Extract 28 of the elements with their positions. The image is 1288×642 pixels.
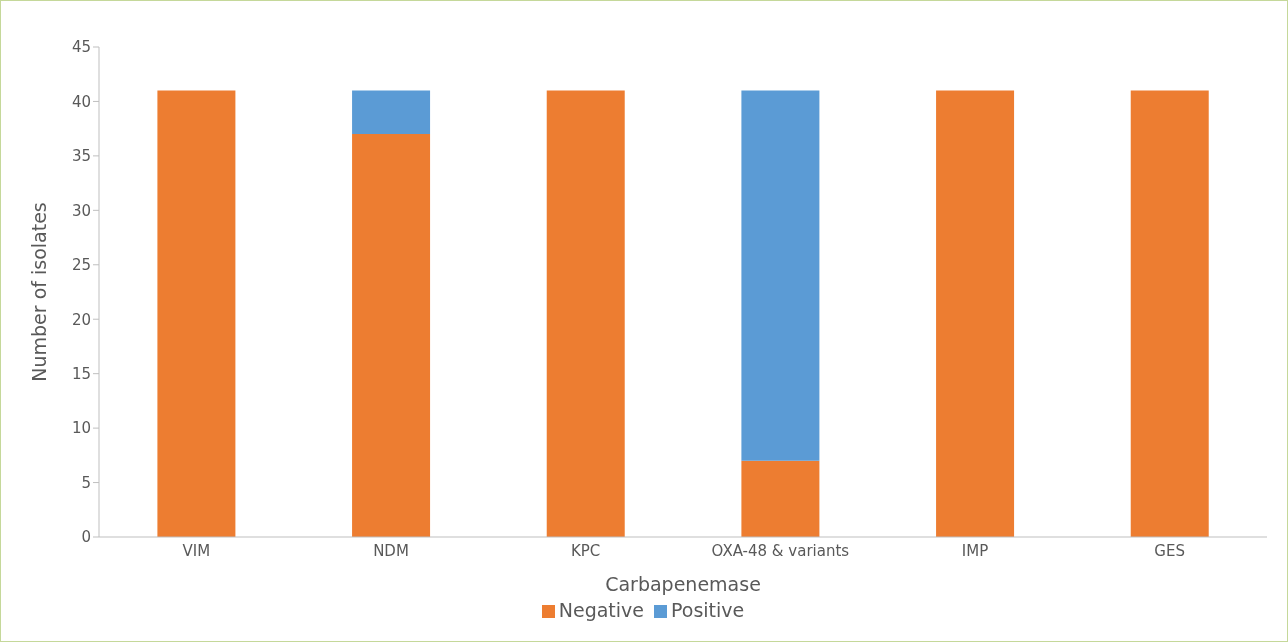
y-tick-label: 25 — [71, 256, 91, 275]
bar — [352, 134, 431, 537]
bar — [741, 90, 820, 461]
y-tick-label: 30 — [71, 201, 91, 220]
bar — [1130, 90, 1209, 537]
bar — [546, 90, 625, 537]
x-axis-title: Carbapenemase — [605, 573, 761, 595]
bar — [352, 90, 431, 135]
y-tick-label: 35 — [71, 147, 91, 166]
y-tick-label: 20 — [71, 310, 91, 329]
legend-label: Positive — [671, 599, 745, 621]
bar — [157, 90, 236, 537]
bar — [741, 460, 820, 537]
y-axis-title: Number of isolates — [27, 202, 50, 382]
y-tick-label: 40 — [71, 92, 91, 111]
x-tick-label: IMP — [961, 541, 989, 560]
x-tick-label: GES — [1154, 541, 1185, 560]
x-tick-label: VIM — [182, 541, 211, 560]
x-tick-label: NDM — [373, 541, 409, 560]
y-tick-label: 0 — [81, 528, 91, 547]
x-tick-label: OXA-48 & variants — [711, 541, 850, 560]
y-tick-label: 5 — [81, 473, 91, 492]
bar — [936, 90, 1015, 537]
x-tick-label: KPC — [570, 541, 601, 560]
y-tick-label: 45 — [71, 38, 91, 57]
y-tick-label: 10 — [71, 419, 91, 438]
legend-label: Negative — [558, 599, 645, 621]
y-tick-label: 15 — [71, 364, 91, 383]
